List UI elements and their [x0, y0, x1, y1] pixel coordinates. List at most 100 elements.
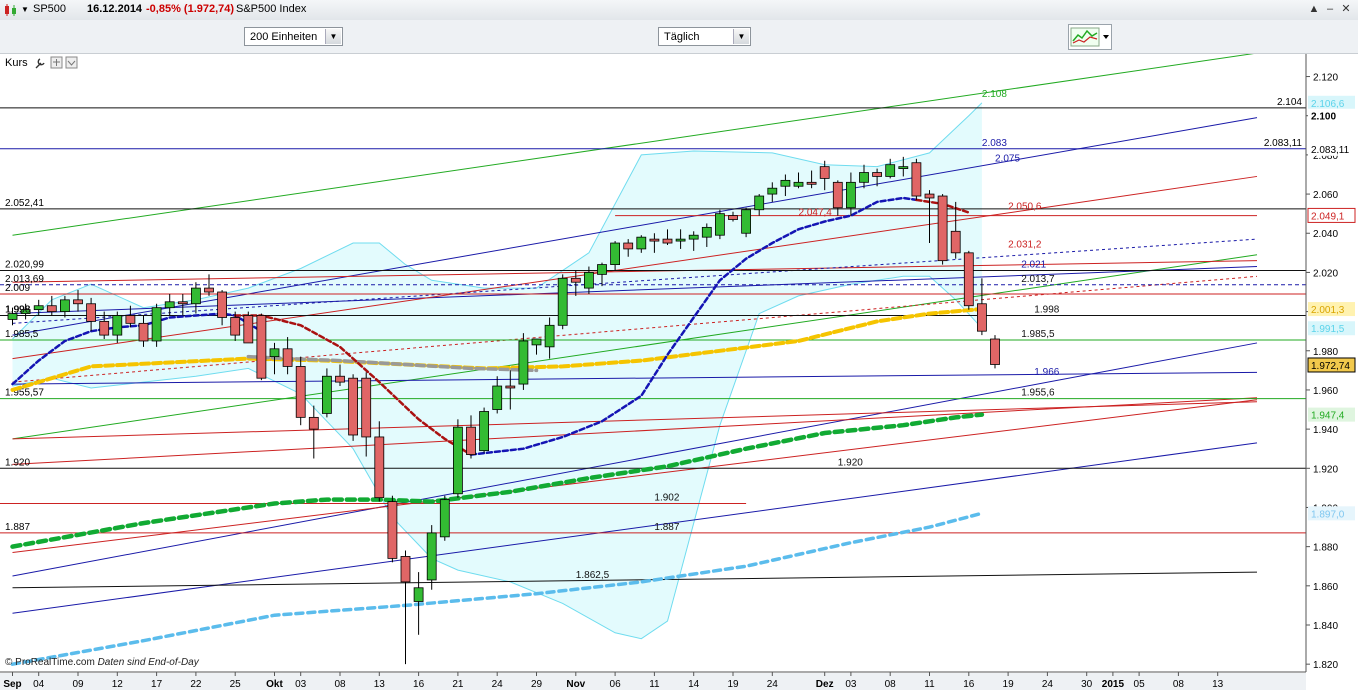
panel-close-icon[interactable] — [65, 56, 78, 69]
candle — [308, 405, 319, 459]
copyright-note: © ProRealTime.com Daten sind End-of-Day — [5, 657, 199, 668]
dashed-trend-line — [12, 238, 1258, 324]
symbol-label[interactable]: SP500 — [33, 3, 67, 15]
candle — [321, 368, 332, 418]
price-tag: 1.972,74 — [1307, 357, 1356, 373]
candle-body — [20, 309, 31, 314]
x-tick-label: 24 — [492, 679, 504, 690]
x-tick-label: 05 — [1134, 679, 1146, 690]
candle — [492, 376, 503, 414]
candle-body — [335, 375, 345, 383]
y-tick-label: 1.860 — [1313, 582, 1338, 593]
candle — [937, 194, 948, 265]
chevron-down-icon[interactable]: ▼ — [733, 29, 749, 44]
price-tag: 2.106,6 — [1308, 95, 1355, 110]
candle-body — [164, 301, 175, 309]
x-tick-label: 09 — [72, 679, 84, 690]
candle — [531, 338, 542, 355]
price-chart[interactable]: 2.1042.083,112.052,412.020,992.013,692.0… — [0, 54, 1358, 690]
candle-body — [308, 416, 319, 430]
candle — [885, 158, 896, 179]
candle-body — [125, 315, 136, 324]
x-tick-label: 16 — [963, 679, 975, 690]
trend-line — [12, 260, 1258, 283]
price-tag-box — [1308, 302, 1355, 317]
candle-body — [780, 179, 791, 187]
x-tick-label: 19 — [1003, 679, 1015, 690]
x-tick-label: 24 — [767, 679, 779, 690]
price-tag-box — [1307, 207, 1356, 223]
level-label: 1.920 — [5, 457, 30, 468]
level-label: 1.887 — [5, 522, 30, 533]
candle-body — [73, 299, 83, 305]
panel-label: Kurs — [5, 57, 28, 69]
ma-short-red-line — [233, 314, 473, 456]
candle-body — [452, 426, 463, 495]
change-label: -0,85% (1.972,74) — [146, 3, 235, 15]
candle — [649, 233, 660, 253]
minimize-icon[interactable]: – — [1326, 3, 1334, 15]
candle — [623, 239, 634, 257]
candle — [73, 290, 83, 312]
level-annotation: 2.047,4 — [799, 208, 833, 219]
candle-body — [557, 277, 568, 326]
trend-line — [12, 254, 1258, 440]
candle — [610, 241, 620, 271]
x-tick-label: 08 — [1173, 679, 1185, 690]
candle — [832, 180, 843, 216]
candle — [505, 370, 516, 410]
candle-body — [859, 172, 869, 183]
candle — [963, 250, 974, 310]
x-tick-label: 04 — [33, 679, 45, 690]
candle — [217, 290, 228, 326]
candle-body — [675, 238, 686, 242]
candle-body — [348, 377, 359, 436]
x-axis-panel — [0, 673, 1306, 690]
candle-body — [623, 242, 634, 250]
chart-indicator-icon — [1070, 27, 1109, 47]
indicator-menu-button[interactable] — [1068, 24, 1112, 50]
level-annotation: 1.966 — [1034, 367, 1059, 378]
candle — [151, 303, 162, 347]
x-tick-label: Okt — [266, 679, 283, 690]
dropdown-arrow-icon[interactable]: ▼ — [21, 5, 29, 14]
collapse-icon[interactable]: ▲ — [1308, 3, 1320, 15]
y-tick-label: 1.820 — [1313, 660, 1338, 671]
trend-line — [12, 342, 1258, 577]
period-select[interactable]: Täglich ▼ — [658, 27, 751, 46]
level-annotation: 2.050,6 — [1008, 201, 1042, 212]
candle — [675, 229, 686, 249]
candle — [977, 278, 987, 336]
x-tick-label: 06 — [610, 679, 622, 690]
wrench-icon[interactable] — [35, 58, 45, 69]
candle-body — [256, 315, 267, 379]
x-tick-label: 03 — [295, 679, 307, 690]
bollinger-band-area — [12, 102, 982, 639]
close-icon[interactable]: ✕ — [1341, 3, 1351, 15]
candle-body — [217, 291, 228, 318]
candle-body — [701, 226, 712, 238]
candle-body — [46, 305, 57, 312]
chevron-down-icon[interactable]: ▼ — [325, 29, 341, 44]
candle-body — [518, 340, 529, 385]
x-tick-label: 12 — [112, 679, 124, 690]
candle — [544, 317, 555, 359]
units-select[interactable]: 200 Einheiten ▼ — [244, 27, 343, 46]
candle-body — [649, 238, 660, 242]
candle-body — [924, 193, 935, 199]
price-tag-label: 1.897,0 — [1311, 509, 1345, 520]
units-select-value: 200 Einheiten — [250, 31, 318, 43]
x-tick-label: 24 — [1042, 679, 1054, 690]
candle — [688, 231, 699, 251]
candle-body — [741, 209, 751, 234]
x-tick-label: Dez — [816, 679, 834, 690]
level-annotation: 2.083 — [982, 138, 1007, 149]
level-label: 2.083,11 — [1264, 138, 1303, 149]
panel-options-icon[interactable] — [50, 56, 63, 69]
candle-body — [570, 277, 581, 283]
trend-line — [12, 571, 1258, 589]
candle — [7, 307, 18, 326]
candle-body — [466, 426, 476, 455]
candle — [33, 299, 44, 316]
candle — [230, 311, 241, 341]
